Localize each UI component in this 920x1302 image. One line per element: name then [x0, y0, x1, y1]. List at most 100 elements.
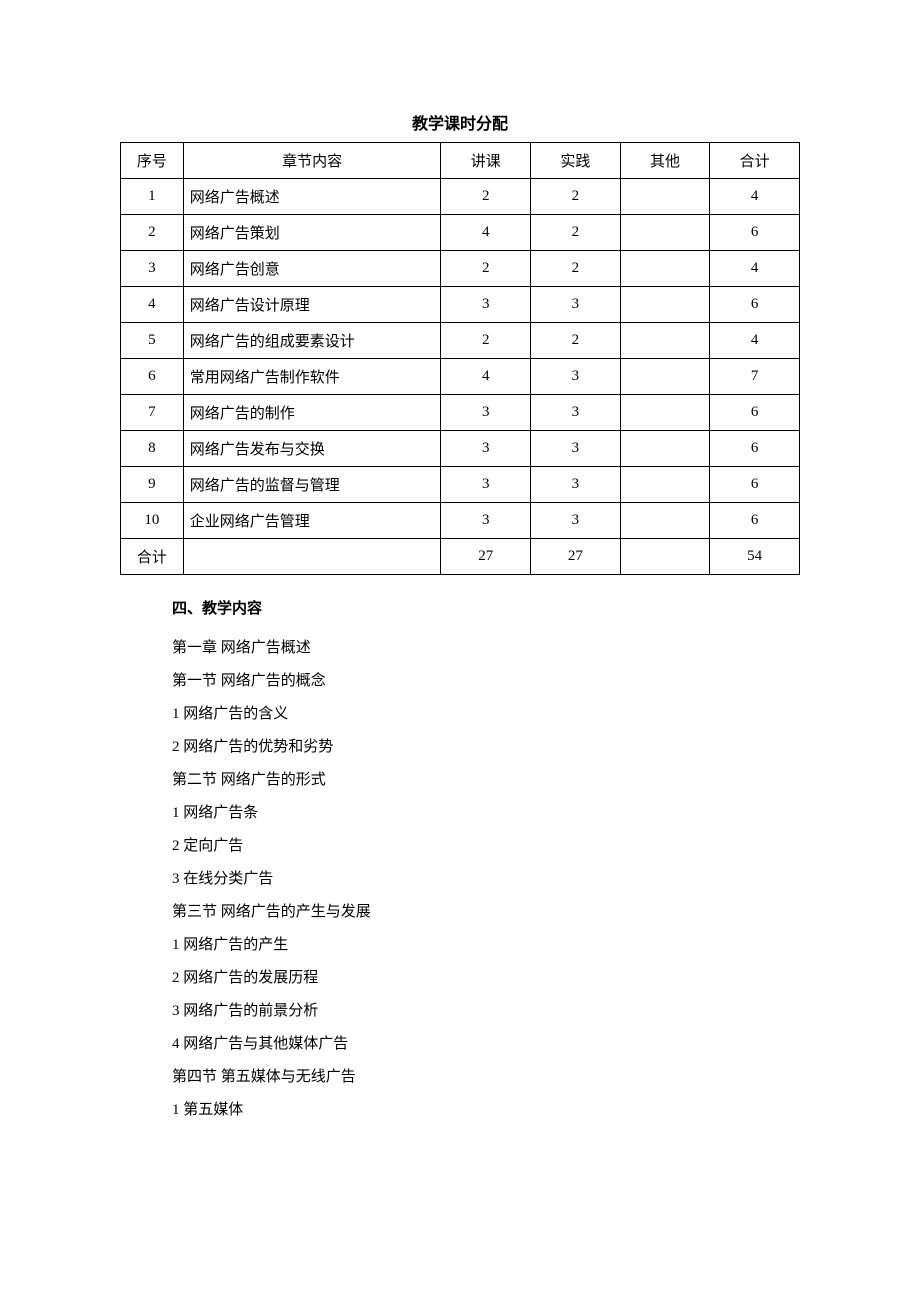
- table-cell: 4: [121, 287, 184, 323]
- table-cell: 常用网络广告制作软件: [183, 359, 441, 395]
- table-row: 6常用网络广告制作软件43 7: [121, 359, 800, 395]
- table-row: 7网络广告的制作336: [121, 395, 800, 431]
- hours-table: 序号 章节内容 讲课 实践 其他 合计 1网络广告概述2242网络广告策划426…: [120, 142, 800, 575]
- body-line: 1 网络广告的产生: [120, 929, 800, 962]
- table-cell: 网络广告策划: [183, 215, 441, 251]
- body-line: 第二节 网络广告的形式: [120, 764, 800, 797]
- table-row: 8网络广告发布与交换336: [121, 431, 800, 467]
- total-cell: [183, 539, 441, 575]
- table-cell: [620, 287, 710, 323]
- table-cell: 1: [121, 179, 184, 215]
- table-row: 4网络广告设计原理336: [121, 287, 800, 323]
- table-cell: 3: [121, 251, 184, 287]
- table-cell: [620, 395, 710, 431]
- table-cell: 6: [710, 215, 800, 251]
- table-cell: 网络广告设计原理: [183, 287, 441, 323]
- table-cell: 2: [441, 251, 531, 287]
- table-cell: 4: [710, 323, 800, 359]
- table-cell: 6: [710, 503, 800, 539]
- table-cell: 3: [531, 503, 621, 539]
- table-cell: 2: [441, 323, 531, 359]
- table-header-row: 序号 章节内容 讲课 实践 其他 合计: [121, 143, 800, 179]
- body-text: 第一章 网络广告概述第一节 网络广告的概念1 网络广告的含义2 网络广告的优势和…: [120, 632, 800, 1127]
- body-line: 2 网络广告的优势和劣势: [120, 731, 800, 764]
- body-line: 3 网络广告的前景分析: [120, 995, 800, 1028]
- total-cell: 27: [531, 539, 621, 575]
- table-cell: 2: [531, 215, 621, 251]
- table-cell: 3: [441, 467, 531, 503]
- table-cell: 3: [531, 359, 621, 395]
- body-line: 2 网络广告的发展历程: [120, 962, 800, 995]
- table-cell: [620, 251, 710, 287]
- table-cell: 9: [121, 467, 184, 503]
- total-cell: 27: [441, 539, 531, 575]
- body-line: 第四节 第五媒体与无线广告: [120, 1061, 800, 1094]
- table-cell: 网络广告概述: [183, 179, 441, 215]
- table-cell: 2: [531, 251, 621, 287]
- col-header: 其他: [620, 143, 710, 179]
- table-body: 1网络广告概述2242网络广告策划4263网络广告创意2244网络广告设计原理3…: [121, 179, 800, 539]
- table-row: 10企业网络广告管理336: [121, 503, 800, 539]
- table-cell: 4: [710, 251, 800, 287]
- col-header: 合计: [710, 143, 800, 179]
- table-cell: 7: [121, 395, 184, 431]
- table-cell: 6: [121, 359, 184, 395]
- table-cell: [620, 215, 710, 251]
- table-row: 3网络广告创意224: [121, 251, 800, 287]
- page-title: 教学课时分配: [120, 110, 800, 134]
- table-cell: [620, 503, 710, 539]
- table-cell: 网络广告的监督与管理: [183, 467, 441, 503]
- table-cell: 3: [531, 467, 621, 503]
- total-cell: 54: [710, 539, 800, 575]
- table-cell: 2: [441, 179, 531, 215]
- col-header: 序号: [121, 143, 184, 179]
- body-line: 第三节 网络广告的产生与发展: [120, 896, 800, 929]
- table-cell: 3: [441, 287, 531, 323]
- table-cell: 2: [121, 215, 184, 251]
- col-header: 章节内容: [183, 143, 441, 179]
- table-cell: 7: [710, 359, 800, 395]
- table-cell: [620, 467, 710, 503]
- table-row: 9网络广告的监督与管理336: [121, 467, 800, 503]
- body-line: 第一节 网络广告的概念: [120, 665, 800, 698]
- col-header: 讲课: [441, 143, 531, 179]
- table-cell: 3: [441, 431, 531, 467]
- table-cell: 网络广告发布与交换: [183, 431, 441, 467]
- body-line: 1 网络广告的含义: [120, 698, 800, 731]
- body-line: 4 网络广告与其他媒体广告: [120, 1028, 800, 1061]
- col-header: 实践: [531, 143, 621, 179]
- table-cell: 3: [441, 503, 531, 539]
- table-row: 2网络广告策划426: [121, 215, 800, 251]
- table-cell: 6: [710, 467, 800, 503]
- table-cell: 3: [531, 287, 621, 323]
- table-total-row: 合计 27 27 54: [121, 539, 800, 575]
- total-label: 合计: [121, 539, 184, 575]
- table-cell: 2: [531, 323, 621, 359]
- table-cell: 4: [441, 359, 531, 395]
- table-cell: 4: [710, 179, 800, 215]
- table-cell: [620, 179, 710, 215]
- table-cell: [620, 431, 710, 467]
- table-cell: 6: [710, 287, 800, 323]
- body-line: 2 定向广告: [120, 830, 800, 863]
- table-cell: 网络广告的制作: [183, 395, 441, 431]
- body-line: 1 第五媒体: [120, 1094, 800, 1127]
- table-cell: 4: [441, 215, 531, 251]
- table-cell: 8: [121, 431, 184, 467]
- table-cell: 企业网络广告管理: [183, 503, 441, 539]
- table-cell: 网络广告的组成要素设计: [183, 323, 441, 359]
- table-cell: 网络广告创意: [183, 251, 441, 287]
- table-cell: 2: [531, 179, 621, 215]
- table-cell: 3: [531, 431, 621, 467]
- table-cell: 6: [710, 431, 800, 467]
- table-cell: [620, 323, 710, 359]
- table-cell: 6: [710, 395, 800, 431]
- table-cell: 3: [531, 395, 621, 431]
- body-line: 第一章 网络广告概述: [120, 632, 800, 665]
- table-cell: 5: [121, 323, 184, 359]
- table-cell: [620, 359, 710, 395]
- body-line: 1 网络广告条: [120, 797, 800, 830]
- table-row: 5网络广告的组成要素设计224: [121, 323, 800, 359]
- table-cell: 3: [441, 395, 531, 431]
- body-line: 3 在线分类广告: [120, 863, 800, 896]
